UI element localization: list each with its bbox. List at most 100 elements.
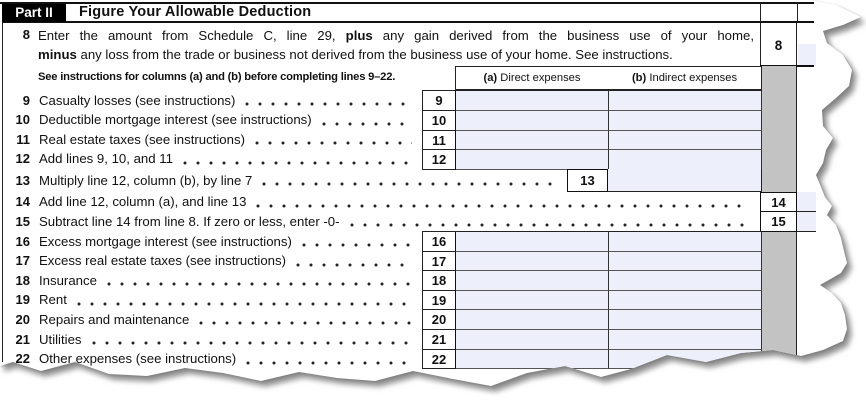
line11-label: Real estate taxes (see instructions): [39, 131, 245, 147]
line10-direct-input[interactable]: [456, 110, 609, 131]
line12-direct-input[interactable]: [456, 150, 609, 170]
column-a-label: Direct expenses: [497, 72, 581, 84]
part-ii-title: Figure Your Allowable Deduction: [79, 4, 312, 20]
line17-direct-input[interactable]: [456, 251, 609, 272]
shaded-strip-lower: [761, 231, 797, 365]
line8-amount-input[interactable]: [798, 44, 816, 66]
line8-text-3: any loss from the trade or business not …: [76, 47, 673, 62]
line16-indirect-input[interactable]: [609, 232, 762, 252]
line13-box: 13: [567, 169, 608, 192]
line16-direct-input[interactable]: [456, 232, 609, 252]
line14-row: 14 Add line 12, column (a), and line 13: [6, 192, 754, 212]
line21-direct-input[interactable]: [456, 329, 609, 350]
line21-label: Utilities: [39, 331, 82, 347]
line9-direct-input[interactable]: [456, 91, 609, 111]
line21-row: 21 Utilities: [6, 330, 420, 350]
part-ii-badge: Part II: [2, 4, 66, 22]
line9-row: 9 Casualty losses (see instructions): [6, 91, 420, 111]
line15-number: 15: [15, 213, 30, 229]
dot-leader: [91, 341, 412, 346]
line10-row: 10 Deductible mortgage interest (see ins…: [6, 110, 420, 130]
line11-box: 11: [423, 130, 456, 151]
expenses-grid-9-12: 9 10 11 12: [422, 90, 762, 170]
line19-direct-input[interactable]: [456, 290, 609, 311]
line13-indirect-input[interactable]: [608, 169, 762, 192]
line20-box: 20: [423, 310, 456, 330]
dot-leader: [296, 262, 412, 267]
upper-column-line-right: [797, 2, 798, 22]
line16-label: Excess mortgage interest (see instructio…: [39, 233, 292, 249]
line11-indirect-input[interactable]: [609, 130, 762, 151]
column-a-tag: (a): [483, 72, 498, 84]
line14-box: 14: [760, 192, 797, 212]
form-left-border: [2, 4, 3, 362]
line16-box: 16: [423, 232, 456, 252]
line17-label: Excess real estate taxes (see instructio…: [39, 253, 287, 269]
line11-row: 11 Real estate taxes (see instructions): [6, 130, 420, 150]
line14-label: Add line 12, column (a), and line 13: [39, 194, 247, 209]
line10-label: Deductible mortgage interest (see instru…: [39, 112, 312, 127]
dot-leader: [76, 301, 412, 306]
dot-leader: [262, 182, 554, 187]
line15-amount-input[interactable]: [797, 212, 816, 232]
line8-box: 8: [760, 23, 797, 66]
line22-label: Other expenses (see instructions): [39, 351, 237, 367]
line20-indirect-input[interactable]: [609, 310, 762, 330]
line11-direct-input[interactable]: [456, 130, 609, 151]
line12-indirect-input[interactable]: [609, 150, 762, 170]
column-a-header: (a) Direct expenses: [455, 66, 609, 90]
line18-number: 18: [15, 272, 30, 288]
line8-number: 8: [22, 27, 30, 42]
line20-label: Repairs and maintenance: [39, 311, 190, 327]
line8-bottom-rule: [760, 65, 814, 67]
dot-leader: [256, 203, 746, 208]
dot-leader: [182, 160, 412, 165]
line8-instructions: Enter the amount from Schedule C, line 2…: [38, 26, 754, 64]
line22-row: 22 Other expenses (see instructions): [6, 349, 420, 369]
line19-box: 19: [423, 290, 456, 311]
line14-amount-input[interactable]: [797, 192, 816, 212]
line15-box: 15: [760, 211, 797, 232]
top-rule: [0, 2, 814, 4]
line20-number: 20: [15, 311, 30, 327]
line19-indirect-input[interactable]: [609, 290, 762, 311]
line18-direct-input[interactable]: [456, 271, 609, 291]
line21-box: 21: [423, 329, 456, 350]
line18-box: 18: [423, 271, 456, 291]
line20-direct-input[interactable]: [456, 310, 609, 330]
line16-row: 16 Excess mortgage interest (see instruc…: [6, 232, 420, 252]
line8-bold-minus: minus: [38, 47, 77, 62]
line9-number: 9: [22, 92, 30, 108]
column-b-tag: (b): [631, 72, 647, 84]
expenses-grid-16-22: 16 17 18 19 20 21 22: [422, 231, 762, 370]
dot-leader: [245, 102, 412, 107]
line8-text-2: any gain derived from the business use o…: [372, 28, 754, 43]
line11-number: 11: [16, 131, 30, 147]
columns-note: See instructions for columns (a) and (b)…: [38, 71, 396, 83]
line22-indirect-input[interactable]: [609, 349, 762, 370]
line19-label: Rent: [39, 292, 67, 308]
line10-box: 10: [423, 110, 456, 131]
line14-number: 14: [15, 194, 30, 209]
line13-number: 13: [15, 172, 30, 188]
header-underline: [2, 21, 814, 23]
line10-indirect-input[interactable]: [609, 110, 762, 131]
dot-leader: [254, 141, 412, 146]
line22-direct-input[interactable]: [456, 349, 609, 370]
line22-box: 22: [423, 349, 456, 370]
line9-indirect-input[interactable]: [609, 91, 762, 111]
line18-label: Insurance: [39, 272, 97, 288]
dot-leader: [106, 282, 412, 287]
line18-indirect-input[interactable]: [609, 271, 762, 291]
line9-label: Casualty losses (see instructions): [39, 92, 236, 108]
line21-indirect-input[interactable]: [609, 329, 762, 350]
shaded-strip-upper: [761, 66, 797, 192]
line13-row: 13 Multiply line 12, column (b), by line…: [6, 171, 562, 191]
line17-indirect-input[interactable]: [609, 251, 762, 272]
dot-leader: [349, 223, 746, 228]
line15-label: Subtract line 14 from line 8. If zero or…: [39, 213, 340, 229]
line17-row: 17 Excess real estate taxes (see instruc…: [6, 251, 420, 271]
